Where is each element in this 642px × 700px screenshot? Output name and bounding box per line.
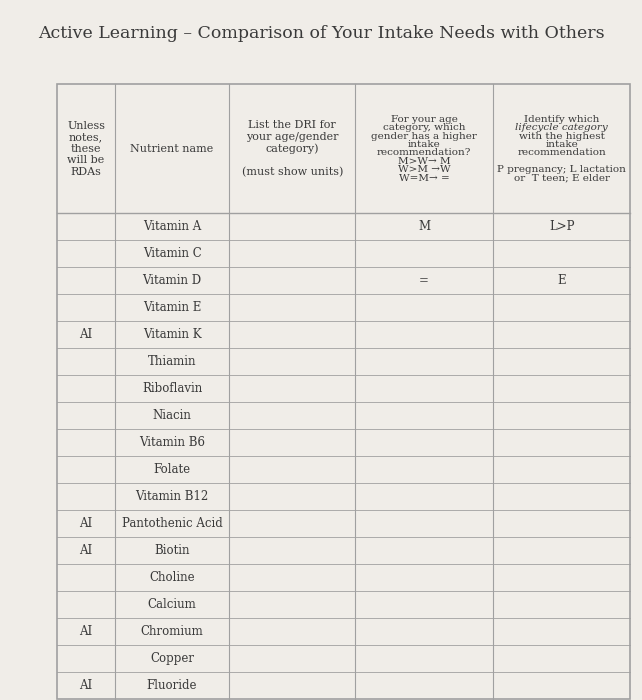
Text: Nutrient name: Nutrient name — [130, 144, 214, 154]
Text: Calcium: Calcium — [148, 598, 196, 611]
Text: AI: AI — [80, 624, 92, 638]
Text: Vitamin K: Vitamin K — [143, 328, 202, 342]
Text: AI: AI — [80, 544, 92, 557]
Text: W>M →W: W>M →W — [398, 165, 451, 174]
Text: Chromium: Chromium — [141, 624, 204, 638]
Text: For your age: For your age — [391, 115, 458, 124]
Text: M>W→ M: M>W→ M — [398, 157, 451, 166]
Text: W=M→ =: W=M→ = — [399, 174, 449, 183]
Text: M: M — [418, 220, 430, 234]
Text: with the highest: with the highest — [519, 132, 605, 141]
Text: =: = — [419, 274, 429, 288]
Text: lifecycle category: lifecycle category — [516, 123, 608, 132]
Text: Niacin: Niacin — [153, 409, 191, 422]
Text: Unless
notes,
these
will be
RDAs: Unless notes, these will be RDAs — [67, 120, 105, 177]
Text: recommendation: recommendation — [517, 148, 606, 158]
Text: gender has a higher: gender has a higher — [371, 132, 477, 141]
Text: L>P: L>P — [549, 220, 575, 234]
Text: AI: AI — [80, 517, 92, 530]
Text: AI: AI — [80, 678, 92, 692]
Text: or  T teen; E elder: or T teen; E elder — [514, 174, 610, 183]
Text: Riboflavin: Riboflavin — [142, 382, 202, 396]
Text: Copper: Copper — [150, 652, 194, 665]
Text: Vitamin B6: Vitamin B6 — [139, 436, 205, 449]
Text: Vitamin A: Vitamin A — [143, 220, 201, 234]
Text: Thiamin: Thiamin — [148, 355, 196, 368]
Text: Active Learning – Comparison of Your Intake Needs with Others: Active Learning – Comparison of Your Int… — [38, 25, 604, 41]
Text: Choline: Choline — [149, 570, 195, 584]
Text: Vitamin B12: Vitamin B12 — [135, 490, 209, 503]
Text: Pantothenic Acid: Pantothenic Acid — [122, 517, 222, 530]
Text: Folate: Folate — [153, 463, 191, 476]
Text: intake: intake — [545, 140, 578, 149]
Text: Vitamin E: Vitamin E — [143, 301, 201, 314]
Text: Vitamin C: Vitamin C — [143, 247, 202, 260]
Text: recommendation?: recommendation? — [377, 148, 471, 158]
Text: intake: intake — [408, 140, 440, 149]
Text: Identify which: Identify which — [524, 115, 600, 124]
Text: AI: AI — [80, 328, 92, 342]
Text: Fluoride: Fluoride — [147, 678, 197, 692]
Text: Biotin: Biotin — [154, 544, 190, 557]
Text: category, which: category, which — [383, 123, 465, 132]
Text: E: E — [557, 274, 566, 288]
Text: Vitamin D: Vitamin D — [143, 274, 202, 288]
Text: List the DRI for
your age/gender
category)

(must show units): List the DRI for your age/gender categor… — [241, 120, 343, 178]
Text: P pregnancy; L lactation: P pregnancy; L lactation — [497, 165, 626, 174]
